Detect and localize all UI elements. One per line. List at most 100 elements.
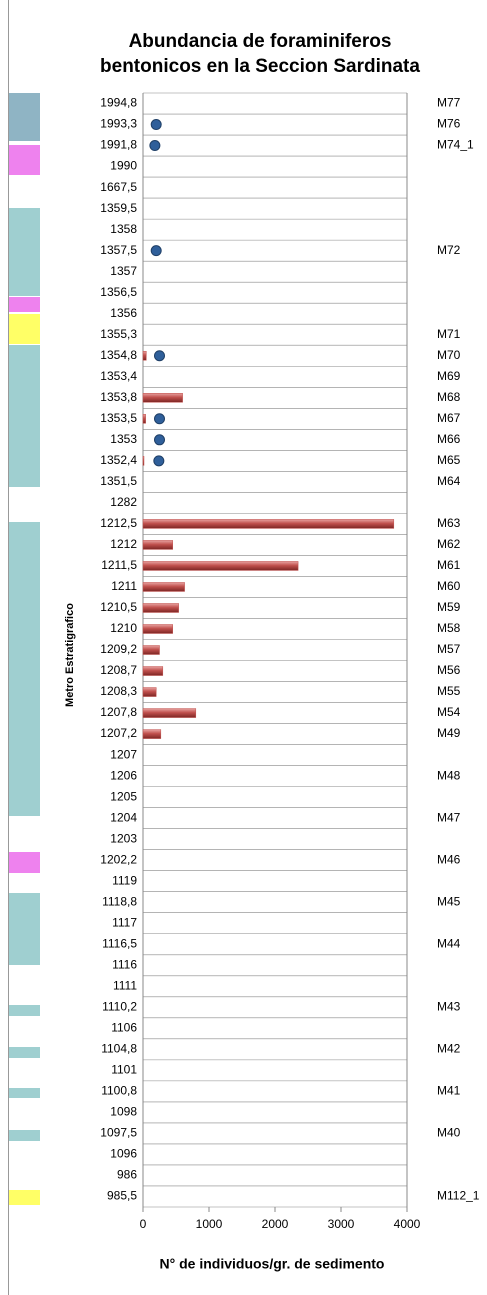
sample-label: M71 <box>437 327 461 341</box>
sample-label: M42 <box>437 1042 461 1056</box>
y-tick-label: 1282 <box>110 495 137 509</box>
sample-label: M67 <box>437 411 461 425</box>
bar <box>143 582 185 591</box>
y-tick-label: 1119 <box>112 873 137 887</box>
x-tick-label: 4000 <box>394 1217 421 1231</box>
y-tick-label: 1116,5 <box>102 936 137 950</box>
marker <box>155 435 165 445</box>
y-tick-label: 985,5 <box>107 1189 137 1203</box>
y-tick-label: 1210 <box>110 621 137 635</box>
x-tick-label: 1000 <box>196 1217 223 1231</box>
sample-label: M77 <box>437 96 461 110</box>
y-tick-label: 1206 <box>110 768 137 782</box>
sample-label: M58 <box>437 621 461 635</box>
y-tick-label: 1354,8 <box>100 348 137 362</box>
y-tick-label: 1118,8 <box>102 894 137 908</box>
bar <box>143 667 163 676</box>
bar <box>143 561 298 570</box>
bar <box>143 624 173 633</box>
y-tick-label: 1111 <box>113 978 137 992</box>
sample-label: M74_1 <box>437 138 474 152</box>
sample-label: M43 <box>437 999 461 1013</box>
bar <box>143 456 144 465</box>
marker <box>151 246 161 256</box>
sample-label: M66 <box>437 432 461 446</box>
bar <box>143 393 183 402</box>
y-tick-label: 1205 <box>110 789 137 803</box>
sample-label: M59 <box>437 600 461 614</box>
sample-label: M49 <box>437 726 461 740</box>
sample-label: M47 <box>437 810 461 824</box>
y-tick-label: 1356,5 <box>100 285 137 299</box>
y-tick-label: 1353,4 <box>100 369 137 383</box>
sample-label: M64 <box>437 474 461 488</box>
y-tick-label: 1210,5 <box>100 600 137 614</box>
y-tick-label: 986 <box>117 1168 137 1182</box>
y-tick-label: 1208,7 <box>100 663 137 677</box>
y-tick-label: 1357 <box>110 264 137 278</box>
bar <box>143 414 146 423</box>
sample-label: M40 <box>437 1126 461 1140</box>
y-tick-label: 1990 <box>110 159 137 173</box>
y-tick-label: 1207,8 <box>100 705 137 719</box>
sample-label: M60 <box>437 579 461 593</box>
y-tick-label: 1207,2 <box>100 726 137 740</box>
y-tick-label: 1209,2 <box>100 642 137 656</box>
sample-label: M70 <box>437 348 461 362</box>
y-tick-label: 1991,8 <box>100 138 137 152</box>
sample-label: M46 <box>437 852 461 866</box>
y-tick-label: 1212,5 <box>100 516 137 530</box>
bar <box>143 540 173 549</box>
lithology-column <box>9 93 40 1205</box>
sample-label: M62 <box>437 537 461 551</box>
y-tick-label: 1208,3 <box>100 684 137 698</box>
bar <box>143 351 146 360</box>
marker <box>154 456 164 466</box>
y-tick-label: 1211,5 <box>101 558 137 572</box>
sample-label: M65 <box>437 453 461 467</box>
y-tick-label: 1097,5 <box>100 1126 137 1140</box>
y-tick-label: 1993,3 <box>100 117 137 131</box>
y-tick-label: 1359,5 <box>100 201 137 215</box>
sample-label: M69 <box>437 369 461 383</box>
x-tick-label: 0 <box>140 1217 147 1231</box>
y-axis-title: Metro Estratigrafico <box>64 603 76 707</box>
sample-label: M68 <box>437 390 461 404</box>
x-tick-label: 3000 <box>328 1217 355 1231</box>
y-tick-label: 1202,2 <box>100 852 137 866</box>
sample-label: M45 <box>437 894 461 908</box>
y-tick-label: 1096 <box>110 1147 137 1161</box>
y-tick-label: 1212 <box>110 537 137 551</box>
marker <box>151 120 161 130</box>
y-tick-label: 1116 <box>112 957 137 971</box>
y-tick-label: 1357,5 <box>100 243 137 257</box>
bar <box>143 603 179 612</box>
sample-label: M56 <box>437 663 461 677</box>
y-tick-label: 1353,5 <box>100 411 137 425</box>
x-axis-title: N° de individuos/gr. de sedimento <box>160 1256 385 1272</box>
marker <box>150 141 160 151</box>
y-tick-label: 1106 <box>111 1021 137 1035</box>
sample-label: M72 <box>437 243 461 257</box>
sample-label: M61 <box>437 558 461 572</box>
y-tick-label: 1110,2 <box>102 999 137 1013</box>
y-tick-label: 1100,8 <box>101 1084 137 1098</box>
y-tick-label: 1203 <box>110 831 137 845</box>
y-tick-label: 1667,5 <box>100 180 137 194</box>
sample-label: M41 <box>437 1084 461 1098</box>
y-tick-label: 1351,5 <box>100 474 137 488</box>
y-tick-label: 1104,8 <box>101 1042 137 1056</box>
sample-label: M55 <box>437 684 461 698</box>
y-tick-label: 1356 <box>110 306 137 320</box>
y-tick-label: 1207 <box>110 747 137 761</box>
y-tick-label: 1117 <box>112 915 137 929</box>
sample-label: M112_1 <box>437 1189 480 1203</box>
y-tick-label: 1211 <box>111 579 137 593</box>
bar <box>143 646 160 655</box>
bar <box>143 519 394 528</box>
marker <box>155 351 165 361</box>
y-tick-label: 1358 <box>110 222 137 236</box>
bar <box>143 709 196 718</box>
y-tick-label: 1994,8 <box>100 96 137 110</box>
